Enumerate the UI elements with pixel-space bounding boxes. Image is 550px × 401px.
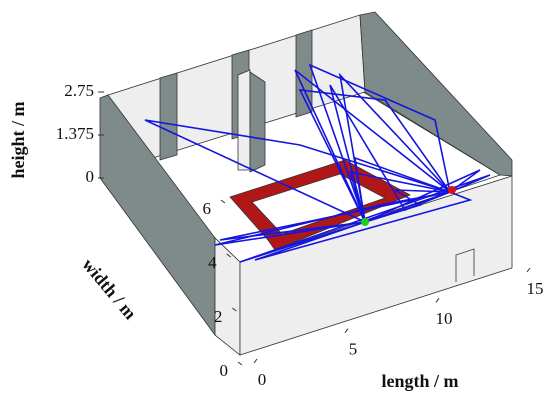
y-tick-label: 0 [220,361,229,380]
pillar [295,29,313,118]
x-tick [526,267,531,273]
z-tick-label: 1.375 [56,124,94,143]
x-tick-label: 0 [258,370,267,389]
y-tick-label: 4 [208,253,217,272]
x-tick [435,298,440,303]
ray [144,119,451,223]
ray [219,191,451,241]
pillar [159,72,178,161]
y-tick-label: 2 [214,307,223,326]
y-axis-label: width / m [78,254,140,323]
ray [294,69,451,223]
room [99,11,513,356]
z-tick-label: 2.75 [64,81,94,100]
x-tick-label: 10 [436,309,453,328]
x-tick [344,328,349,333]
x-axis-label: length / m [381,371,458,391]
column-side [237,69,251,171]
red-zone-hole [251,173,386,235]
front-wall [239,175,513,356]
z-axis-label: height / m [8,101,28,178]
ray [329,84,451,223]
ray [348,170,451,223]
y-tick [232,307,237,312]
y-tick [237,361,243,366]
x-tick-label: 5 [349,340,358,359]
ray [354,156,451,223]
x-tick [253,358,258,364]
x-tick-label: 15 [527,279,544,298]
receiver [361,218,369,226]
ray [364,169,481,223]
column-front [249,71,266,173]
ray [364,189,451,223]
ray [308,63,451,223]
ray [214,191,451,246]
y-tick-label: 6 [203,199,212,218]
ray [254,191,473,261]
door [455,248,475,282]
source [448,186,456,194]
y-tick [226,253,231,258]
z-tick-label: 0 [86,167,95,186]
y-tick [220,199,226,204]
ray [298,89,451,223]
